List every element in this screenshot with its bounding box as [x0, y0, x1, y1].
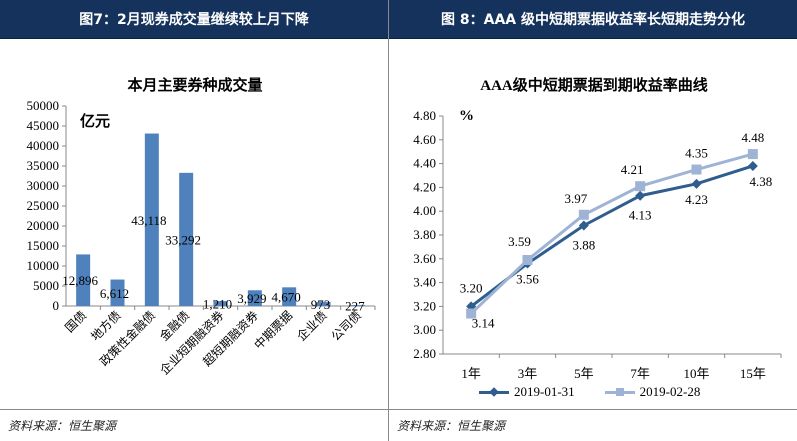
bar-category-label: 中期票据: [251, 308, 296, 353]
bar-y-tick-label: 20000: [27, 218, 60, 233]
line-y-tick-label: 3.40: [413, 275, 436, 290]
bar-data-label: 33,292: [165, 232, 201, 247]
left-panel: 图7：2月现券成交量继续较上月下降 本月主要券种成交量 亿元 0 5000 10000 1…: [0, 0, 389, 441]
legend-item-series-2: 2019-02-28: [604, 384, 701, 400]
line-chart-unit: %: [459, 108, 474, 124]
series-2-point: [747, 149, 758, 160]
bar-data-label: 43,118: [131, 213, 166, 228]
line-data-label: 3.20: [460, 280, 483, 295]
bar: [350, 305, 365, 306]
line-chart-title: AAA级中短期票据到期收益率曲线: [480, 76, 708, 94]
line-category-label: 10年: [683, 366, 709, 381]
bar: [110, 279, 125, 306]
line-y-tick-label: 3.20: [413, 298, 436, 313]
line-data-label: 4.35: [685, 146, 708, 161]
bar-y-tick-label: 50000: [27, 98, 60, 113]
line-category-label: 5年: [574, 366, 594, 381]
series-2-point: [522, 254, 533, 265]
line-data-label: 3.56: [516, 272, 539, 287]
line-y-tick-label: 2.80: [413, 346, 436, 361]
line-category-label: 15年: [740, 366, 766, 381]
bar-category-label: 国债: [62, 308, 89, 335]
bar-y-tick-label: 15000: [27, 238, 60, 253]
bar-y-tick-label: 35000: [27, 158, 60, 173]
bar-data-label: 6,612: [100, 286, 129, 301]
line-chart: AAA级中短期票据到期收益率曲线% 2.80 3.00 3.20 3.40 3.60 3.8…: [413, 76, 782, 381]
bar-chart-title: 本月主要券种成交量: [127, 76, 262, 94]
bar-y-tick-label: 25000: [27, 198, 60, 213]
bar: [282, 287, 297, 306]
line-category-label: 3年: [518, 366, 538, 381]
line-data-label: 3.14: [472, 316, 495, 331]
line-data-label: 4.38: [749, 174, 772, 189]
line-y-tick-label: 3.60: [413, 251, 436, 266]
line-y-tick-label: 4.80: [413, 108, 436, 123]
bar-y-tick-label: 10000: [27, 258, 60, 273]
line-y-tick-label: 4.00: [413, 203, 436, 218]
series-1-point: [635, 190, 646, 201]
series-1-point: [578, 220, 589, 231]
bar: [76, 254, 91, 306]
bar-y-tick-label: 40000: [27, 138, 60, 153]
bar-y-tick-label: 30000: [27, 178, 60, 193]
left-panel-header: 图7：2月现券成交量继续较上月下降: [0, 0, 388, 39]
legend-diamond-marker: [489, 387, 499, 397]
line-y-tick-label: 3.80: [413, 227, 436, 242]
bar-chart-unit: 亿元: [80, 112, 110, 130]
line-data-label: 4.21: [621, 162, 644, 177]
bar-data-label: 227: [345, 299, 365, 314]
line-data-label: 3.88: [572, 237, 595, 252]
series-2-point: [578, 209, 589, 220]
line-data-label: 4.48: [741, 130, 764, 145]
bar-data-label: 1,210: [203, 297, 232, 312]
bar-data-label: 4,670: [272, 290, 301, 305]
series-2-point: [635, 181, 646, 192]
bar: [179, 172, 194, 306]
left-panel-source: 资料来源：恒生聚源: [0, 409, 388, 441]
bar: [316, 302, 331, 306]
legend-label-series-1: 2019-01-31: [514, 384, 575, 399]
bar-y-tick-label: 0: [53, 298, 60, 313]
line-y-tick-label: 4.40: [413, 156, 436, 171]
series-2-point: [466, 308, 477, 319]
bar-data-label: 3,929: [237, 291, 266, 306]
bar-category-label: 企业债: [294, 308, 330, 344]
line-y-tick-label: 3.00: [413, 322, 436, 337]
legend-label-series-2: 2019-02-28: [639, 384, 701, 399]
legend-square-marker: [615, 388, 624, 396]
line-y-tick-label: 4.20: [413, 179, 436, 194]
bar: [144, 133, 159, 306]
bar-y-tick-label: 5000: [33, 278, 59, 293]
series-1-point: [691, 178, 702, 189]
line-category-label: 7年: [630, 366, 650, 381]
line-chart-legend: 2019-01-31 2019-02-28: [479, 384, 700, 400]
right-panel-header: 图 8：AAA 级中短期票据收益率长短期走势分化: [389, 0, 797, 39]
bar-data-label: 12,896: [62, 273, 98, 288]
legend-swatch-series-1: [479, 386, 509, 398]
bar: [247, 290, 262, 306]
right-panel-source: 资料来源：恒生聚源: [389, 409, 797, 441]
bar-data-label: 973: [311, 297, 331, 312]
series-1-point: [747, 160, 758, 171]
line-data-label: 4.13: [629, 208, 652, 223]
line-data-label: 3.59: [508, 234, 531, 249]
line-category-label: 1年: [461, 366, 481, 381]
line-data-label: 3.97: [564, 191, 587, 206]
bar-y-tick-label: 45000: [27, 118, 60, 133]
series-2-point: [691, 164, 702, 175]
legend-item-series-1: 2019-01-31: [479, 384, 575, 400]
right-panel: 图 8：AAA 级中短期票据收益率长短期走势分化 AAA级中短期票据到期收益率曲…: [389, 0, 797, 441]
line-y-tick-label: 4.60: [413, 132, 436, 147]
line-data-label: 4.23: [685, 192, 708, 207]
bar: [213, 301, 228, 306]
series-line-2: [470, 152, 754, 315]
legend-swatch-series-2: [604, 386, 635, 398]
